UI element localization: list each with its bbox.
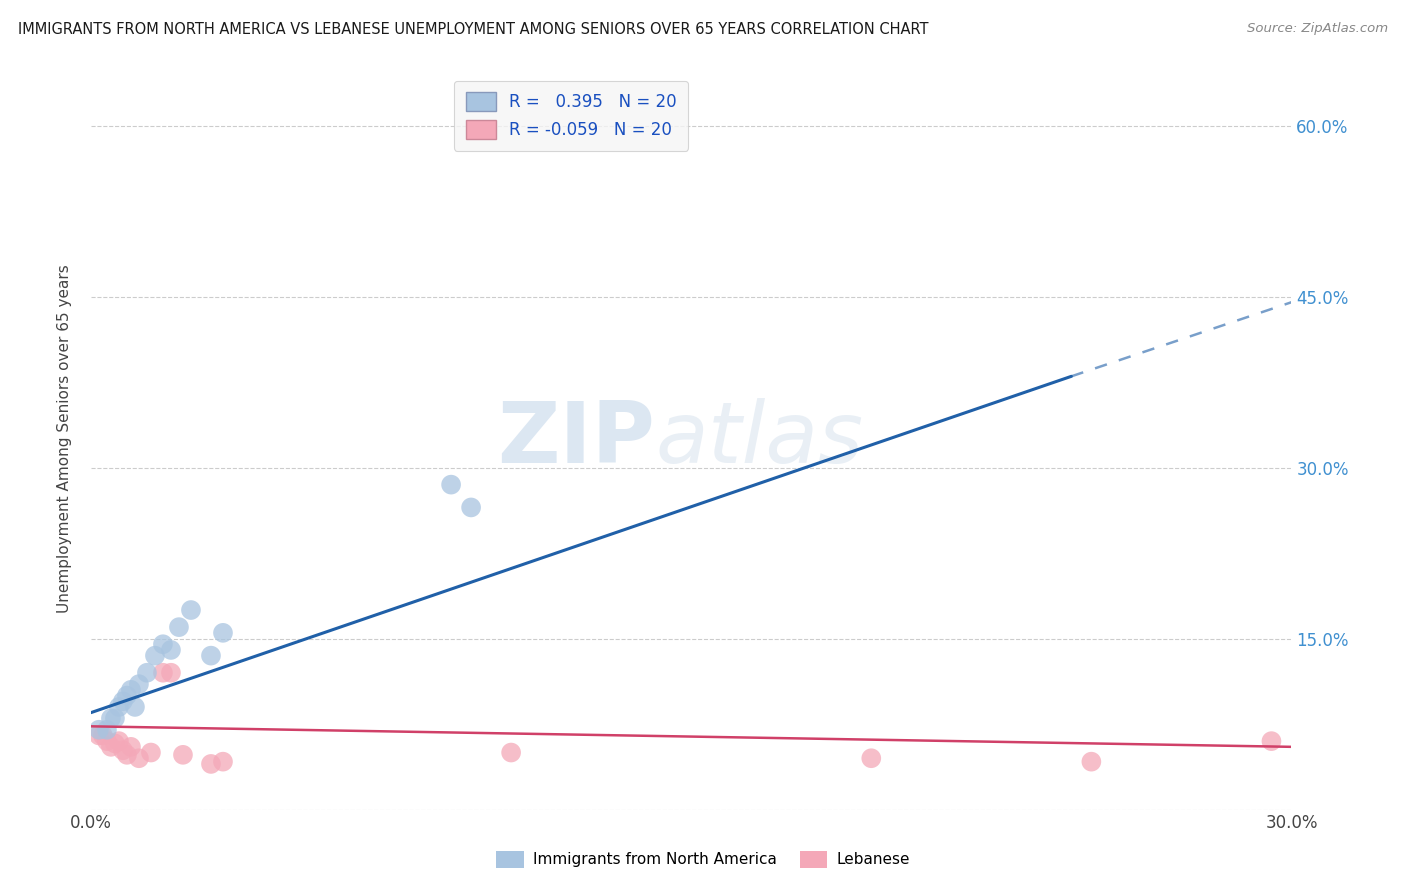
- Point: [128, 751, 150, 765]
- Point: [104, 711, 127, 725]
- Legend: R =   0.395   N = 20, R = -0.059   N = 20: R = 0.395 N = 20, R = -0.059 N = 20: [454, 80, 689, 151]
- Point: [91, 728, 114, 742]
- Point: [143, 648, 166, 663]
- Text: ZIP: ZIP: [498, 398, 655, 481]
- Point: [860, 751, 883, 765]
- Point: [200, 648, 222, 663]
- Point: [501, 746, 523, 760]
- Point: [160, 665, 183, 680]
- Point: [172, 747, 194, 762]
- Point: [1260, 734, 1282, 748]
- Point: [120, 739, 142, 754]
- Point: [111, 694, 134, 708]
- Point: [139, 746, 162, 760]
- Point: [152, 637, 174, 651]
- Point: [115, 689, 138, 703]
- Point: [200, 756, 222, 771]
- Point: [180, 603, 202, 617]
- Point: [104, 736, 127, 750]
- Point: [108, 700, 131, 714]
- Point: [160, 643, 183, 657]
- Point: [100, 711, 122, 725]
- Point: [120, 682, 142, 697]
- Point: [100, 739, 122, 754]
- Point: [440, 477, 463, 491]
- Text: Source: ZipAtlas.com: Source: ZipAtlas.com: [1247, 22, 1388, 36]
- Point: [124, 700, 146, 714]
- Point: [152, 665, 174, 680]
- Point: [212, 625, 235, 640]
- Point: [460, 500, 482, 515]
- Point: [128, 677, 150, 691]
- Point: [87, 723, 110, 737]
- Y-axis label: Unemployment Among Seniors over 65 years: Unemployment Among Seniors over 65 years: [58, 265, 72, 614]
- Point: [87, 728, 110, 742]
- Point: [212, 755, 235, 769]
- Text: IMMIGRANTS FROM NORTH AMERICA VS LEBANESE UNEMPLOYMENT AMONG SENIORS OVER 65 YEA: IMMIGRANTS FROM NORTH AMERICA VS LEBANES…: [18, 22, 929, 37]
- Point: [115, 747, 138, 762]
- Point: [136, 665, 159, 680]
- Point: [96, 734, 118, 748]
- Text: atlas: atlas: [655, 398, 863, 481]
- Point: [96, 723, 118, 737]
- Point: [108, 734, 131, 748]
- Legend: Immigrants from North America, Lebanese: Immigrants from North America, Lebanese: [491, 845, 915, 873]
- Point: [111, 743, 134, 757]
- Point: [1080, 755, 1102, 769]
- Point: [167, 620, 190, 634]
